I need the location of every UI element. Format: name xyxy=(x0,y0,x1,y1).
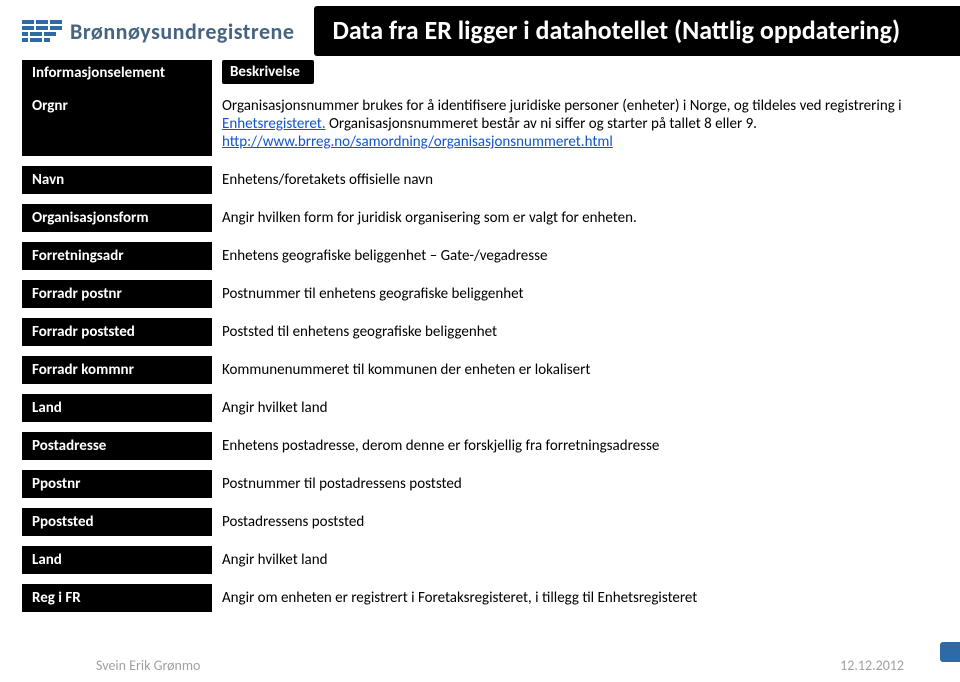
row-label: Forradr poststed xyxy=(22,318,212,346)
logo-mark-icon xyxy=(22,20,62,42)
row-desc: Enhetens geografiske beliggenhet – Gate-… xyxy=(212,242,938,270)
row-desc: Kommunenummeret til kommunen der enheten… xyxy=(212,356,938,384)
row-desc: Enhetens postadresse, derom denne er for… xyxy=(212,432,938,460)
row-label: Ppostnr xyxy=(22,470,212,498)
row-desc: Angir hvilket land xyxy=(212,546,938,574)
row-label: Forradr postnr xyxy=(22,280,212,308)
row-desc: Angir om enheten er registrert i Foretak… xyxy=(212,584,938,612)
row-label: Forradr kommnr xyxy=(22,356,212,384)
link-enhetsregisteret[interactable]: Enhetsregisteret. xyxy=(222,115,326,133)
row-label: Navn xyxy=(22,166,212,194)
row-desc: Enhetens/foretakets offisielle navn xyxy=(212,166,938,194)
row-desc: Postnummer til postadressens poststed xyxy=(212,470,938,498)
row-label: Reg i FR xyxy=(22,584,212,612)
row-label: Organisasjonsform xyxy=(22,204,212,232)
row-label: Land xyxy=(22,546,212,574)
corner-accent-icon xyxy=(940,642,960,662)
brand-logo: Brønnøysundregistrene xyxy=(22,18,294,45)
footer-author: Svein Erik Grønmo xyxy=(96,657,200,674)
orgnr-text-2: Organisasjonsnummeret består av ni siffe… xyxy=(326,115,757,133)
row-label: Ppoststed xyxy=(22,508,212,536)
row-label: Forretningsadr xyxy=(22,242,212,270)
row-desc: Angir hvilket land xyxy=(212,394,938,422)
definition-table: Informasjonselement Beskrivelse Orgnr Or… xyxy=(22,60,938,612)
page-title: Data fra ER ligger i datahotellet (Nattl… xyxy=(314,6,960,56)
row-orgnr-desc: Organisasjonsnummer brukes for å identif… xyxy=(212,92,938,156)
col-header-desc: Beskrivelse xyxy=(222,60,314,84)
orgnr-text-1: Organisasjonsnummer brukes for å identif… xyxy=(222,97,902,115)
row-orgnr-label: Orgnr xyxy=(22,92,212,156)
row-desc: Angir hvilken form for juridisk organise… xyxy=(212,204,938,232)
footer-date: 12.12.2012 xyxy=(840,657,904,674)
brand-name: Brønnøysundregistrene xyxy=(70,18,294,45)
link-brreg-url[interactable]: http://www.brreg.no/samordning/organisas… xyxy=(222,133,613,151)
col-header-element: Informasjonselement xyxy=(22,60,212,92)
row-label: Land xyxy=(22,394,212,422)
row-label: Postadresse xyxy=(22,432,212,460)
row-desc: Postadressens poststed xyxy=(212,508,938,536)
row-desc: Postnummer til enhetens geografiske beli… xyxy=(212,280,938,308)
row-desc: Poststed til enhetens geografiske beligg… xyxy=(212,318,938,346)
